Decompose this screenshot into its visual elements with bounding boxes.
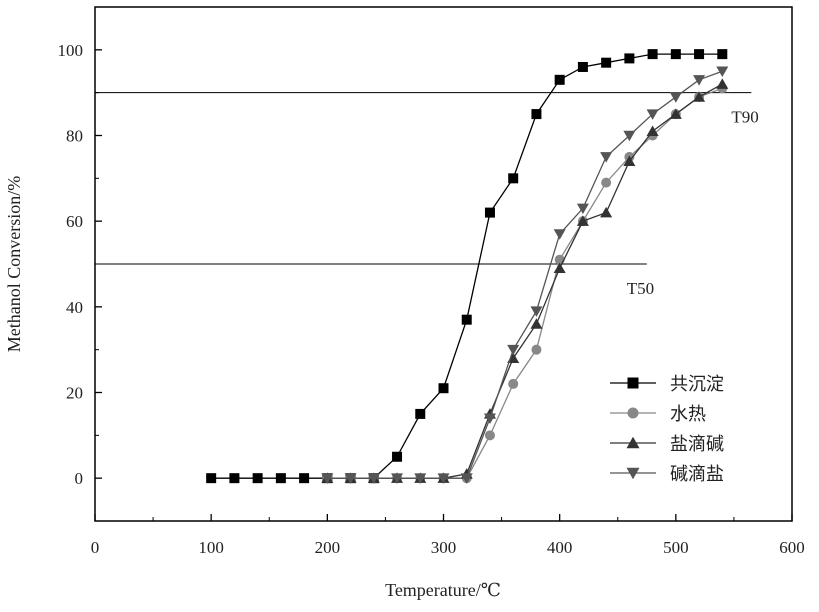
data-point [717,49,727,59]
data-point [253,473,263,483]
data-point [648,49,658,59]
x-tick-label: 400 [547,538,573,557]
y-tick-label: 20 [66,384,83,403]
x-tick-label: 600 [779,538,805,557]
ref-label-t90: T90 [731,108,758,127]
data-point [508,173,518,183]
data-point [531,345,541,355]
data-point [229,473,239,483]
data-point [484,413,496,424]
series-2 [322,83,727,483]
data-point [716,78,728,89]
data-point [578,62,588,72]
x-tick-label: 500 [663,538,689,557]
data-point [206,473,216,483]
data-point [600,207,612,218]
data-point [601,178,611,188]
data-point [531,109,541,119]
data-point [694,49,704,59]
data-point [693,75,705,86]
data-point [392,452,402,462]
legend-label: 共沉淀 [670,374,724,395]
data-point [507,345,519,356]
y-tick-label: 0 [75,469,84,488]
x-tick-label: 0 [91,538,100,557]
data-point [485,208,495,218]
data-point [439,383,449,393]
legend-label: 盐滴碱 [670,434,724,455]
data-point [671,49,681,59]
series-line [211,54,722,478]
x-axis-title: Temperature/℃ [385,580,501,600]
ref-label-t50: T50 [627,279,654,298]
data-point [485,430,495,440]
y-tick-label: 80 [66,127,83,146]
series-line [327,84,722,478]
legend-label: 水热 [670,404,706,425]
legend: 共沉淀水热盐滴碱碱滴盐 [610,374,724,485]
x-tick-label: 200 [315,538,341,557]
legend-label: 碱滴盐 [670,464,724,485]
series-4 [321,67,728,484]
data-point [415,409,425,419]
data-point [508,379,518,389]
data-point [600,152,612,163]
data-point [555,75,565,85]
y-tick-label: 40 [66,298,83,317]
data-point [530,318,542,329]
series-1 [206,49,727,483]
data-point [716,67,728,78]
series-line [327,71,722,478]
data-point [462,315,472,325]
data-point [601,58,611,68]
data-point [299,473,309,483]
data-point [624,53,634,63]
y-tick-label: 60 [66,212,83,231]
legend-marker [628,408,639,419]
y-tick-label: 100 [58,41,84,60]
legend-marker [628,378,639,389]
x-tick-label: 300 [431,538,457,557]
series-layer [206,49,728,484]
data-point [554,229,566,240]
data-point [276,473,286,483]
x-tick-label: 100 [198,538,224,557]
reference-lines: T90 T50 [95,93,759,298]
data-point [647,125,659,135]
data-point [670,92,682,103]
series-3 [321,78,728,483]
y-axis-title: Methanol Conversion/% [4,176,24,352]
